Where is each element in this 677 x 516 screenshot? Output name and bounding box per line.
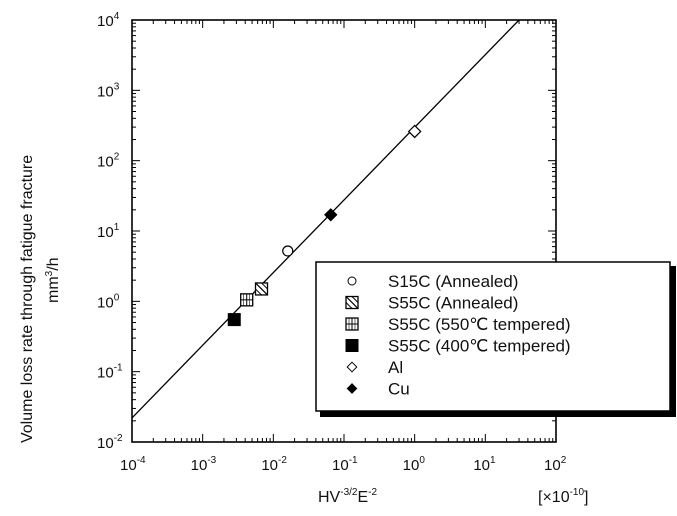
marker-hatch — [345, 296, 359, 309]
legend-label: S55C (400℃ tempered) — [388, 337, 571, 356]
fit-line — [131, 19, 520, 419]
data-point-grid-square — [240, 293, 254, 307]
marker-hatch — [261, 282, 268, 290]
legend-marker — [345, 295, 359, 310]
legend-label: Al — [388, 358, 403, 377]
marker-shape — [227, 313, 241, 327]
x-tick-label: 10-4 — [120, 455, 146, 474]
marker-hatch — [255, 282, 268, 296]
y-axis-label: Volume loss rate through fatigue fractur… — [19, 155, 36, 443]
legend-marker — [346, 361, 358, 373]
y-tick-labels: 10-2 10-1 100 101 102 103 104 — [97, 11, 123, 452]
marker-shape — [346, 361, 358, 373]
y-tick-label: 104 — [97, 11, 120, 30]
marker-hatch — [255, 288, 262, 296]
x-tick-label: 10-3 — [191, 455, 217, 474]
legend-label: Cu — [388, 380, 410, 399]
y-tick-label: 100 — [97, 292, 120, 311]
y-tick-label: 10-2 — [97, 433, 123, 452]
legend-entry: S55C (400℃ tempered) — [345, 337, 571, 356]
legend-entry: S55C (Annealed) — [345, 294, 518, 313]
y-tick-label: 102 — [97, 152, 120, 171]
marker-shape — [407, 124, 422, 139]
data-point-open-diamond — [407, 124, 422, 139]
x-tick-labels: 10-4 10-3 10-2 10-1 100 101 102 — [120, 455, 567, 474]
marker-hatch — [351, 296, 359, 303]
legend-entry: Cu — [346, 380, 410, 399]
data-point-filled-diamond — [324, 208, 338, 222]
marker-shape — [324, 208, 338, 222]
marker-hatch — [345, 302, 353, 309]
data-point-hatched-square — [254, 282, 269, 296]
legend: S15C (Annealed) S55C (Annealed) S55C (550℃… — [315, 261, 676, 417]
legend-entry: Al — [346, 358, 403, 377]
data-points — [227, 124, 422, 327]
y-tick-label: 10-1 — [97, 363, 123, 382]
legend-marker — [345, 317, 359, 331]
y-tick-label: 103 — [97, 81, 120, 100]
legend-marker — [345, 339, 359, 352]
x-axis-unit: [×10-10] — [538, 487, 589, 506]
legend-label: S55C (550℃ tempered) — [388, 315, 571, 334]
x-axis-label: HV-3/2E-2 — [318, 487, 377, 506]
legend-marker — [347, 276, 357, 286]
legend-entry: S15C (Annealed) — [347, 272, 518, 291]
legend-label: S55C (Annealed) — [388, 294, 518, 313]
legend-marker — [346, 383, 358, 394]
x-tick-label: 102 — [544, 455, 567, 474]
marker-shape — [346, 383, 358, 394]
data-point-filled-square — [227, 313, 241, 327]
x-tick-label: 10-1 — [332, 455, 358, 474]
y-tick-label: 101 — [97, 222, 120, 241]
y-axis-unit: mm3/h — [44, 257, 62, 303]
x-tick-label: 10-2 — [261, 455, 287, 474]
marker-shape — [347, 276, 357, 286]
legend-box — [315, 261, 671, 412]
marker-shape — [282, 245, 294, 257]
fit-line-group — [131, 19, 520, 419]
marker-shape — [345, 339, 359, 352]
legend-entry: S55C (550℃ tempered) — [345, 315, 571, 334]
legend-label: S15C (Annealed) — [388, 272, 518, 291]
x-tick-label: 101 — [473, 455, 496, 474]
data-point-open-circle — [282, 245, 294, 257]
x-tick-label: 100 — [403, 455, 426, 474]
